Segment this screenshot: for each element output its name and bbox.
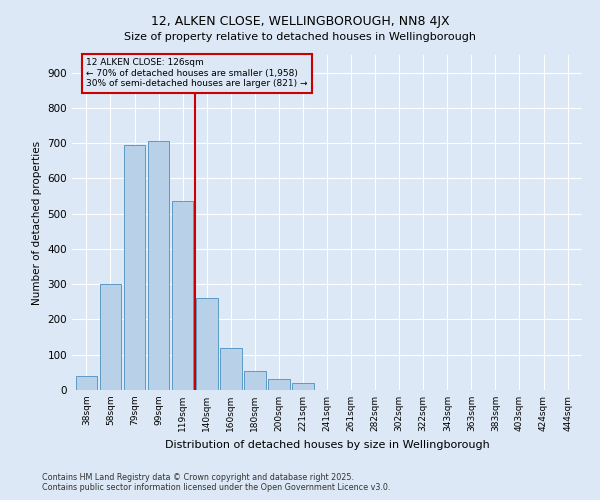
Text: Size of property relative to detached houses in Wellingborough: Size of property relative to detached ho… [124, 32, 476, 42]
Bar [124, 145, 145, 390]
X-axis label: Distribution of detached houses by size in Wellingborough: Distribution of detached houses by size … [164, 440, 490, 450]
Bar [100, 284, 121, 390]
Bar [196, 298, 218, 390]
Bar [172, 202, 193, 390]
Text: Contains HM Land Registry data © Crown copyright and database right 2025.
Contai: Contains HM Land Registry data © Crown c… [42, 473, 391, 492]
Bar [268, 380, 290, 390]
Bar [220, 348, 242, 390]
Text: 12, ALKEN CLOSE, WELLINGBOROUGH, NN8 4JX: 12, ALKEN CLOSE, WELLINGBOROUGH, NN8 4JX [151, 15, 449, 28]
Bar [244, 370, 266, 390]
Text: 12 ALKEN CLOSE: 126sqm
← 70% of detached houses are smaller (1,958)
30% of semi-: 12 ALKEN CLOSE: 126sqm ← 70% of detached… [86, 58, 308, 88]
Bar [148, 142, 169, 390]
Bar [292, 383, 314, 390]
Y-axis label: Number of detached properties: Number of detached properties [32, 140, 42, 304]
Bar [76, 376, 97, 390]
